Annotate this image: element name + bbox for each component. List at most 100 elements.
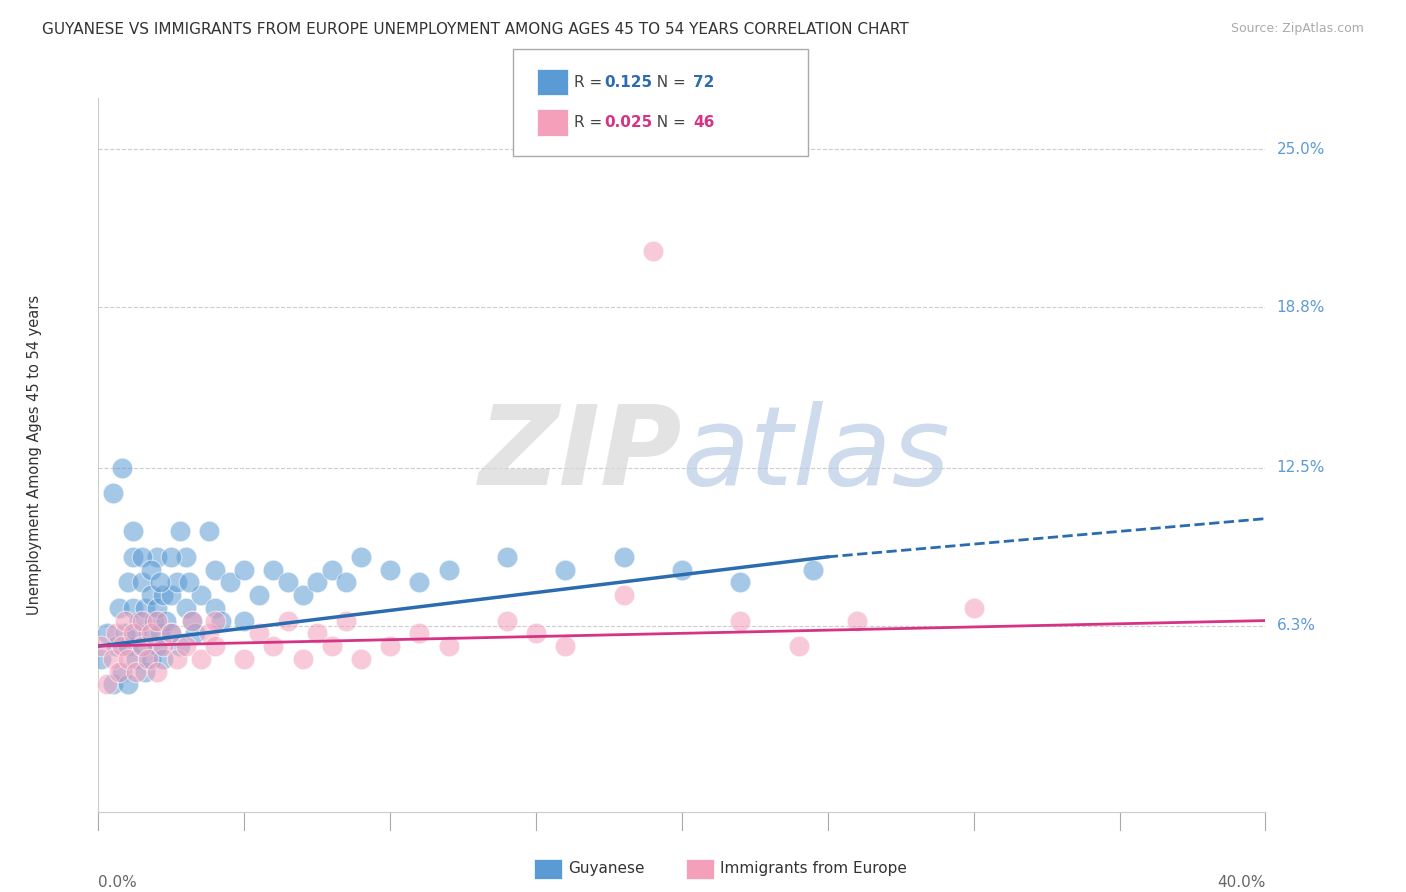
Point	[291, 652, 314, 666]
Point	[612, 588, 634, 602]
Point	[111, 639, 134, 653]
Point	[233, 614, 256, 628]
Point	[160, 549, 183, 564]
Point	[277, 575, 299, 590]
Text: 12.5%: 12.5%	[1277, 460, 1324, 475]
Point	[117, 639, 139, 653]
Point	[122, 600, 145, 615]
Point	[166, 575, 188, 590]
Point	[117, 652, 139, 666]
Point	[277, 614, 299, 628]
Point	[218, 575, 240, 590]
Point	[962, 600, 984, 615]
Point	[146, 639, 169, 653]
Point	[335, 614, 357, 628]
Point	[101, 486, 124, 500]
Point	[90, 652, 112, 666]
Point	[131, 549, 153, 564]
Point	[209, 614, 232, 628]
Point	[307, 575, 329, 590]
Point	[787, 639, 810, 653]
Point	[495, 614, 517, 628]
Text: Unemployment Among Ages 45 to 54 years: Unemployment Among Ages 45 to 54 years	[27, 295, 42, 615]
Point	[174, 600, 197, 615]
Point	[131, 639, 153, 653]
Point	[152, 639, 174, 653]
Point	[180, 614, 202, 628]
Text: Immigrants from Europe: Immigrants from Europe	[720, 862, 907, 876]
Text: 0.025: 0.025	[605, 115, 652, 129]
Point	[122, 524, 145, 539]
Point	[128, 614, 150, 628]
Point	[728, 614, 751, 628]
Point	[554, 563, 576, 577]
Point	[136, 652, 159, 666]
Text: Guyanese: Guyanese	[568, 862, 644, 876]
Text: 0.125: 0.125	[605, 75, 652, 89]
Point	[160, 626, 183, 640]
Point	[117, 677, 139, 691]
Point	[146, 665, 169, 679]
Point	[845, 614, 868, 628]
Point	[437, 563, 460, 577]
Text: ZIP: ZIP	[478, 401, 682, 508]
Point	[136, 626, 159, 640]
Point	[166, 652, 188, 666]
Point	[247, 588, 270, 602]
Point	[108, 600, 131, 615]
Point	[114, 614, 136, 628]
Point	[177, 575, 200, 590]
Point	[125, 665, 148, 679]
Point	[160, 588, 183, 602]
Point	[198, 626, 221, 640]
Text: N =: N =	[647, 115, 690, 129]
Point	[122, 626, 145, 640]
Point	[169, 524, 191, 539]
Point	[378, 563, 402, 577]
Point	[134, 665, 156, 679]
Point	[155, 614, 177, 628]
Point	[671, 563, 693, 577]
Text: Source: ZipAtlas.com: Source: ZipAtlas.com	[1230, 22, 1364, 36]
Point	[247, 626, 270, 640]
Point	[131, 639, 153, 653]
Point	[524, 626, 547, 640]
Point	[190, 652, 212, 666]
Point	[139, 563, 162, 577]
Point	[169, 639, 191, 653]
Point	[612, 549, 634, 564]
Point	[262, 563, 284, 577]
Point	[378, 639, 402, 653]
Point	[90, 639, 112, 653]
Text: R =: R =	[574, 115, 607, 129]
Text: 72: 72	[693, 75, 714, 89]
Text: 46: 46	[693, 115, 714, 129]
Point	[139, 588, 162, 602]
Point	[183, 626, 205, 640]
Text: atlas: atlas	[682, 401, 950, 508]
Point	[104, 626, 127, 640]
Point	[125, 652, 148, 666]
Point	[321, 639, 343, 653]
Point	[101, 652, 124, 666]
Point	[96, 626, 118, 640]
Point	[146, 549, 169, 564]
Point	[408, 626, 430, 640]
Point	[111, 460, 134, 475]
Text: 25.0%: 25.0%	[1277, 142, 1324, 157]
Point	[321, 563, 343, 577]
Point	[262, 639, 284, 653]
Point	[114, 626, 136, 640]
Point	[139, 652, 162, 666]
Point	[174, 639, 197, 653]
Point	[437, 639, 460, 653]
Point	[146, 600, 169, 615]
Point	[204, 614, 226, 628]
Text: GUYANESE VS IMMIGRANTS FROM EUROPE UNEMPLOYMENT AMONG AGES 45 TO 54 YEARS CORREL: GUYANESE VS IMMIGRANTS FROM EUROPE UNEMP…	[42, 22, 908, 37]
Point	[104, 639, 127, 653]
Point	[204, 639, 226, 653]
Text: 6.3%: 6.3%	[1277, 618, 1316, 633]
Point	[204, 563, 226, 577]
Text: 0.0%: 0.0%	[98, 875, 138, 890]
Point	[641, 244, 664, 258]
